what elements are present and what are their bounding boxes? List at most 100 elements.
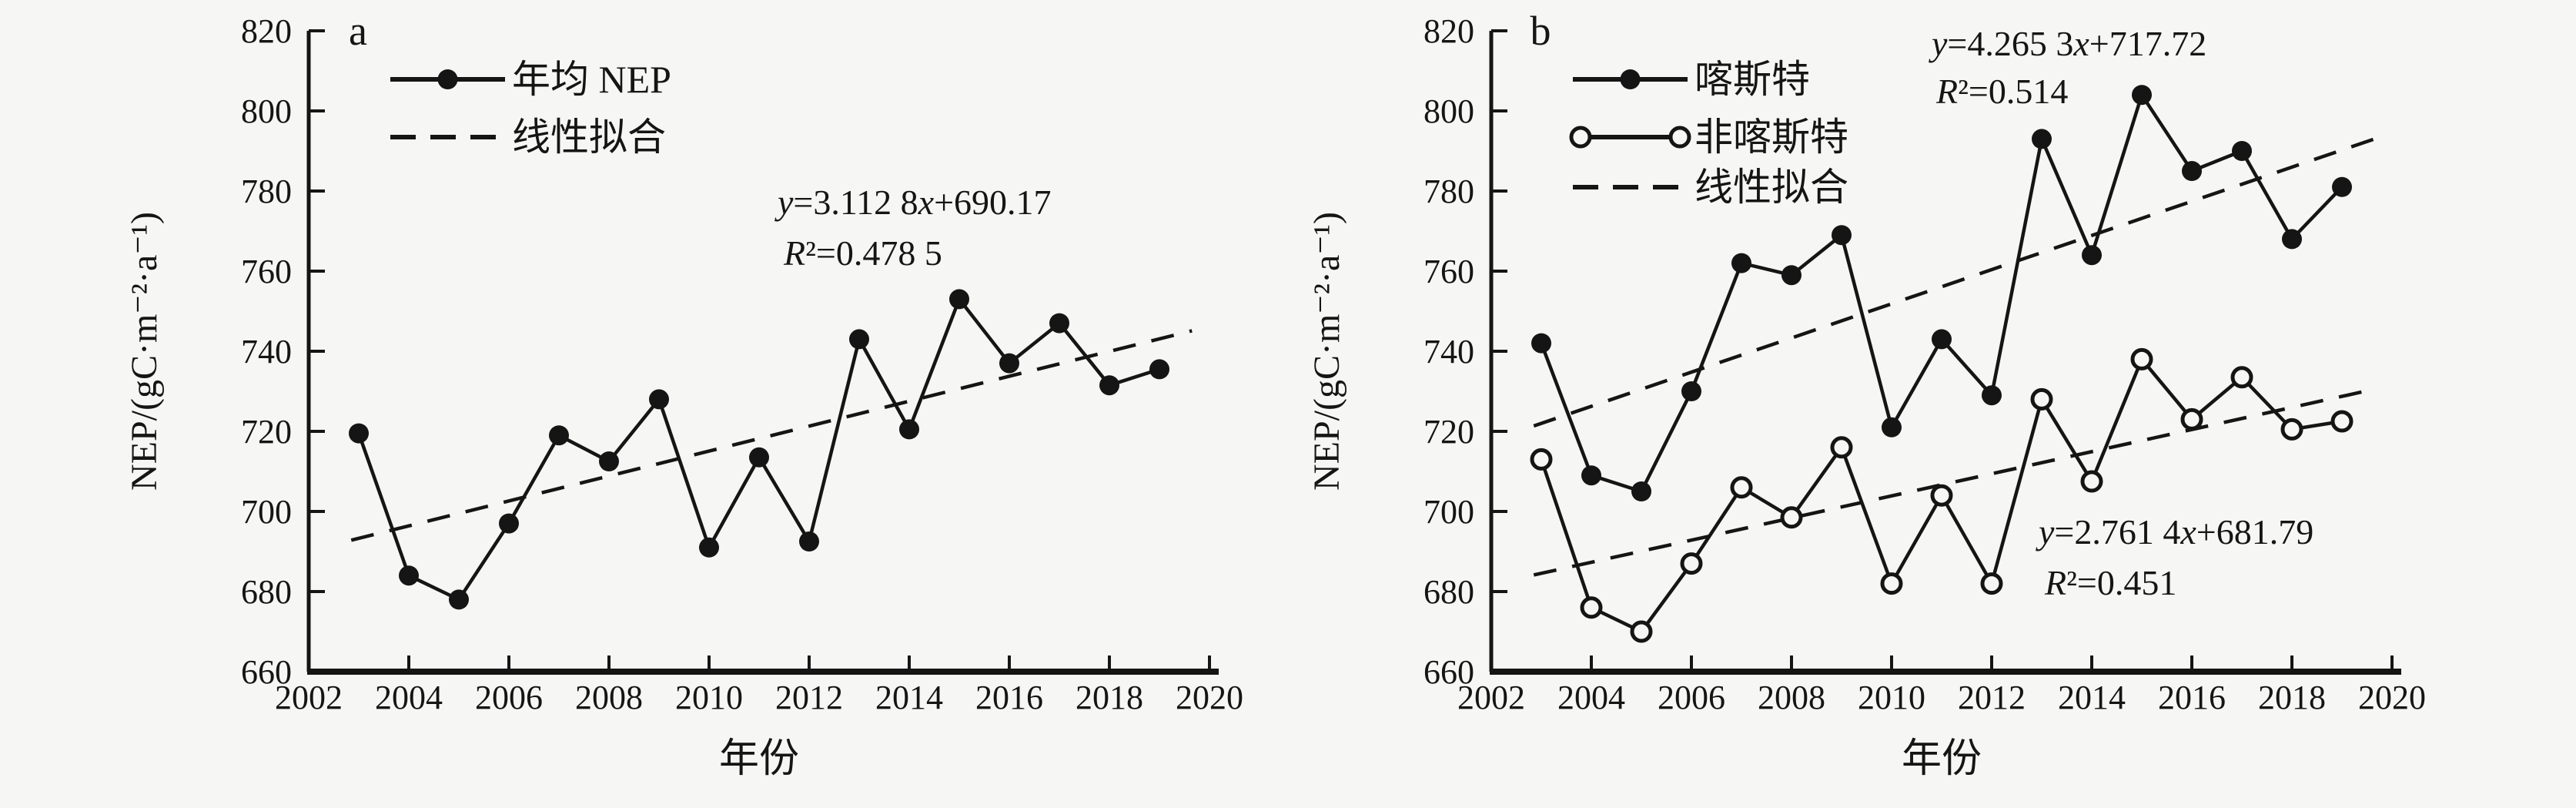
- annual-nep-data-point: [349, 423, 369, 444]
- annual-nep-data-point: [849, 329, 869, 350]
- y-tick-label: 720: [1423, 413, 1474, 451]
- legend-label: 线性拟合: [512, 116, 666, 159]
- y-tick-label: 760: [1423, 253, 1474, 290]
- karst-data-point: [2132, 85, 2152, 106]
- y-tick-label: 760: [241, 253, 292, 290]
- non-karst-data-point: [1530, 448, 1553, 471]
- karst-fit-trend-line: [1533, 137, 2375, 428]
- y-tick-label: 820: [241, 12, 292, 50]
- non-karst-data-point: [1580, 596, 1603, 619]
- x-tick-label: 2008: [575, 679, 643, 716]
- y-tick-label: 820: [1423, 12, 1474, 50]
- non-karst-data-point: [1730, 476, 1753, 499]
- panel-a: 660 680 700 720 740 760 780 800 820 2002 2004 2006 2…: [124, 8, 1243, 781]
- y-tick-label: 740: [241, 333, 292, 370]
- x-tick-label: 2016: [975, 679, 1043, 716]
- karst-data-point: [1631, 481, 1651, 501]
- non-karst-data-point: [1830, 436, 1853, 459]
- x-tick-label: 2002: [275, 679, 343, 716]
- non-karst-data-point: [1930, 484, 1953, 507]
- karst-data-point: [1531, 333, 1551, 354]
- legend-item-linear-fit: 线性拟合: [390, 116, 666, 159]
- x-tick-label: 2016: [2158, 679, 2226, 716]
- y-tick-label: 800: [1423, 92, 1474, 130]
- non-karst-data-point: [1980, 572, 2003, 595]
- x-tick-label: 2002: [1457, 679, 1525, 716]
- panel-letter: b: [1531, 8, 1551, 54]
- karst-data-point: [1681, 381, 1701, 401]
- x-tick-label: 2006: [475, 679, 543, 716]
- annual-nep-data-point: [1099, 375, 1119, 396]
- annual-nep-data-point: [449, 589, 469, 610]
- legend-label: 喀斯特: [1694, 58, 1810, 101]
- x-tick-label: 2010: [1858, 679, 1925, 716]
- fit-equation: y=2.761 4x+681.79: [2036, 512, 2313, 552]
- panel-letter: a: [349, 8, 367, 54]
- x-tick-label: 2010: [675, 679, 743, 716]
- karst-data-point: [2232, 141, 2252, 161]
- non-karst-data-point: [2080, 470, 2103, 493]
- filled-dot-icon: [1620, 69, 1641, 89]
- annual-nep-data-point: [749, 447, 769, 468]
- y-tick-label: 720: [241, 413, 292, 451]
- non-karst-data-point: [1630, 620, 1653, 643]
- x-tick-label: 2004: [1557, 679, 1625, 716]
- annual-nep-data-point: [549, 425, 569, 446]
- annual-nep-data-point: [949, 289, 969, 310]
- non-karst-data-point: [1680, 552, 1703, 575]
- y-tick-label: 740: [1423, 333, 1474, 370]
- non-karst-data-point: [2230, 366, 2253, 389]
- annual-nep-data-point: [699, 537, 719, 558]
- legend-item-annual-nep: 年均 NEP: [390, 58, 671, 101]
- legend-label: 非喀斯特: [1694, 116, 1848, 159]
- annual-nep-data-point: [899, 419, 919, 440]
- fit-r-squared: R²=0.478 5: [783, 233, 942, 273]
- karst-data-point: [1982, 385, 2002, 406]
- non-karst-data-point: [2030, 387, 2053, 411]
- fit-r-squared: R²=0.514: [1935, 72, 2068, 111]
- non-karst-fit-trend-line: [1533, 387, 2375, 577]
- y-tick-label: 660: [241, 653, 292, 691]
- karst-data-point: [2332, 176, 2352, 197]
- y-tick-label: 780: [241, 173, 292, 210]
- legend-item-non-karst: 非喀斯特: [1569, 116, 1848, 159]
- non-karst-data-point: [2180, 407, 2203, 431]
- y-tick-label: 800: [241, 92, 292, 130]
- karst-data-point: [1731, 253, 1751, 273]
- y-axis-title: NEP/(gC·m⁻²·a⁻¹): [124, 212, 165, 491]
- non-karst-data-point: [1880, 572, 1903, 595]
- non-karst-data-point: [1780, 506, 1803, 529]
- non-karst-data-point: [2280, 417, 2303, 441]
- non-karst-data-point: [2130, 347, 2153, 370]
- legend-label: 线性拟合: [1694, 166, 1848, 209]
- x-tick-label: 2004: [375, 679, 443, 716]
- annual-nep-fit-trend-line: [350, 329, 1193, 542]
- y-tick-label: 780: [1423, 173, 1474, 210]
- annual-nep-data-point: [599, 451, 619, 471]
- karst-data-point: [1882, 417, 1902, 438]
- karst-data-point: [1781, 265, 1802, 286]
- x-tick-label: 2018: [1076, 679, 1143, 716]
- y-tick-label: 660: [1423, 653, 1474, 691]
- annual-nep-data-point: [999, 353, 1019, 374]
- karst-data-point: [1581, 465, 1601, 486]
- x-tick-label: 2012: [775, 679, 843, 716]
- fit-r-squared: R²=0.451: [2044, 563, 2176, 602]
- karst-data-point: [1932, 329, 1952, 350]
- x-tick-label: 2014: [875, 679, 943, 716]
- open-dot-icon: [1668, 126, 1691, 149]
- x-tick-label: 2020: [1176, 679, 1243, 716]
- annual-nep-data-point: [499, 513, 519, 534]
- legend-item-karst: 喀斯特: [1573, 58, 1810, 101]
- x-tick-label: 2008: [1758, 679, 1825, 716]
- x-tick-label: 2012: [1958, 679, 2026, 716]
- legend-item-linear-fit: 线性拟合: [1573, 166, 1848, 209]
- x-axis-title: 年份: [1902, 737, 1982, 781]
- y-tick-label: 700: [1423, 493, 1474, 531]
- open-dot-icon: [1569, 126, 1592, 149]
- karst-line: [1539, 90, 2343, 494]
- x-tick-label: 2014: [2058, 679, 2126, 716]
- x-tick-label: 2006: [1658, 679, 1725, 716]
